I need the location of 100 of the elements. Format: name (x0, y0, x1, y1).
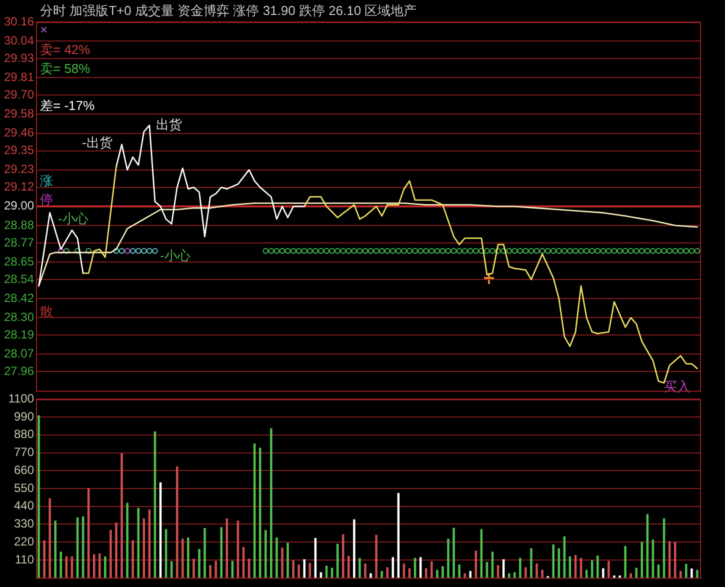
y-tick-label: 440 (14, 498, 34, 513)
bar (524, 567, 527, 578)
y-tick-label: 28.42 (4, 290, 34, 305)
bar (281, 548, 284, 578)
bar (348, 556, 350, 578)
y-tick-label: 27.96 (4, 364, 34, 378)
bar (298, 564, 300, 578)
y-tick-label: 29.58 (4, 106, 34, 121)
bar (110, 530, 112, 578)
bar (292, 560, 294, 578)
y-tick-label: 990 (14, 409, 34, 424)
bar (43, 540, 46, 578)
annotation: 散 (40, 304, 53, 319)
bar (204, 528, 206, 578)
annotation: 涨 (40, 173, 53, 188)
y-tick-label: 330 (14, 516, 34, 531)
annotation: 停 (40, 192, 53, 207)
bar (182, 538, 184, 578)
bar (386, 567, 388, 578)
y-tick-label: 29.00 (4, 198, 34, 213)
bar (442, 566, 444, 578)
y-tick-label: 29.93 (4, 50, 34, 65)
bar (115, 522, 118, 578)
bar (596, 556, 599, 578)
y-tick-label: 880 (14, 427, 34, 442)
bar (680, 570, 682, 578)
y-tick-label: 28.88 (4, 218, 34, 232)
bar (48, 498, 51, 578)
annotation: -小心 (160, 248, 190, 263)
bar (380, 570, 383, 578)
y-tick-label: 29.12 (4, 180, 34, 194)
y-tick-label: 29.35 (4, 143, 34, 158)
bar (192, 558, 195, 578)
y-tick-label: 30.16 (4, 14, 34, 28)
bar (214, 560, 217, 578)
bar (685, 564, 688, 578)
annotation: 出货 (156, 117, 182, 132)
y-tick-label: 770 (14, 445, 34, 460)
y-tick-label: 28.77 (4, 235, 34, 250)
bar (120, 453, 123, 578)
bar (624, 546, 626, 578)
bar (54, 520, 56, 578)
y-tick-label: 28.54 (4, 272, 34, 286)
y-tick-label: 28.07 (4, 346, 34, 361)
bar (137, 508, 140, 578)
bar (519, 558, 522, 578)
bar (264, 530, 267, 578)
bar (447, 538, 450, 578)
bar (286, 542, 289, 578)
annotation: × (40, 22, 48, 37)
bar (452, 528, 455, 578)
y-tick-label: 1100 (8, 392, 34, 406)
bar (458, 564, 460, 578)
bar (370, 573, 372, 578)
y-tick-label: 28.19 (4, 327, 34, 342)
annotation: 差= -17% (40, 98, 95, 113)
bar (436, 570, 438, 578)
y-tick-label: 660 (14, 462, 34, 477)
bar (690, 568, 693, 578)
bar (209, 565, 212, 578)
annotation: -出货 (82, 135, 112, 150)
bar (364, 564, 366, 578)
bar (696, 570, 698, 578)
bar (276, 537, 278, 578)
bar (375, 534, 378, 578)
y-tick-label: 550 (14, 480, 34, 495)
bar (126, 502, 128, 578)
y-tick-label: 28.65 (4, 254, 34, 268)
bar (198, 549, 200, 578)
bar (514, 572, 516, 578)
annotation: -小心 (58, 211, 88, 226)
bar (541, 570, 544, 578)
y-tick-label: 110 (14, 552, 34, 566)
y-tick-label: 29.23 (4, 162, 34, 176)
y-tick-label: 29.70 (4, 87, 34, 102)
annotation: 卖= 42% (40, 42, 90, 57)
bar (98, 553, 101, 578)
bar (552, 544, 554, 578)
bar (38, 415, 40, 578)
y-tick-label: 30.04 (4, 33, 34, 48)
y-tick-label: 29.81 (4, 70, 34, 84)
bar (602, 568, 604, 578)
bar (104, 556, 106, 578)
bar (132, 540, 134, 578)
bar (536, 564, 538, 578)
bar (530, 548, 532, 578)
bar (187, 537, 190, 578)
y-tick-label: 29.46 (4, 126, 34, 140)
annotation: 卖= 58% (40, 61, 90, 76)
bar (358, 558, 361, 578)
bar (303, 559, 306, 578)
bar (270, 428, 272, 578)
bar (635, 568, 638, 578)
bar (353, 519, 356, 578)
y-tick-label: 220 (14, 534, 34, 548)
bar (608, 560, 610, 578)
bar (630, 573, 632, 578)
bar (430, 561, 433, 578)
y-tick-label: 28.30 (4, 310, 34, 324)
chart-title: 分时 加强版T+0 成交量 资金博弈 涨停 31.90 跌停 26.10 区域地产 (40, 2, 417, 20)
